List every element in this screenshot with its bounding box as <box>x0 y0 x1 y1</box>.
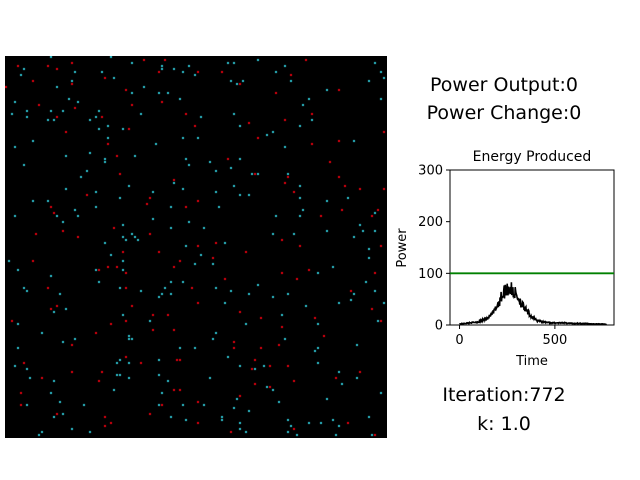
energy-chart: Energy Produced 0 500 0 100 200 300 Time Powe… <box>395 149 615 369</box>
y-tick-label: 0 <box>435 319 443 334</box>
iteration-label: Iteration:772 <box>442 384 566 406</box>
particle-grid <box>5 56 387 438</box>
power-output-label: Power Output:0 <box>430 74 578 96</box>
x-tick-label: 500 <box>542 333 567 348</box>
power-change-label: Power Change:0 <box>426 102 582 124</box>
k-value-label: k: 1.0 <box>477 413 531 435</box>
x-axis-label: Time <box>515 354 548 369</box>
x-tick-label: 0 <box>455 333 463 348</box>
tick-layer: 0 500 0 100 200 300 <box>418 164 567 349</box>
y-tick-label: 100 <box>418 267 443 282</box>
plot-frame <box>449 169 615 326</box>
energy-series-line <box>459 282 607 326</box>
series-layer <box>450 272 614 326</box>
y-tick-label: 300 <box>418 164 443 179</box>
chart-title: Energy Produced <box>473 149 592 165</box>
y-axis-label: Power <box>395 228 410 268</box>
y-tick-label: 200 <box>418 215 443 230</box>
